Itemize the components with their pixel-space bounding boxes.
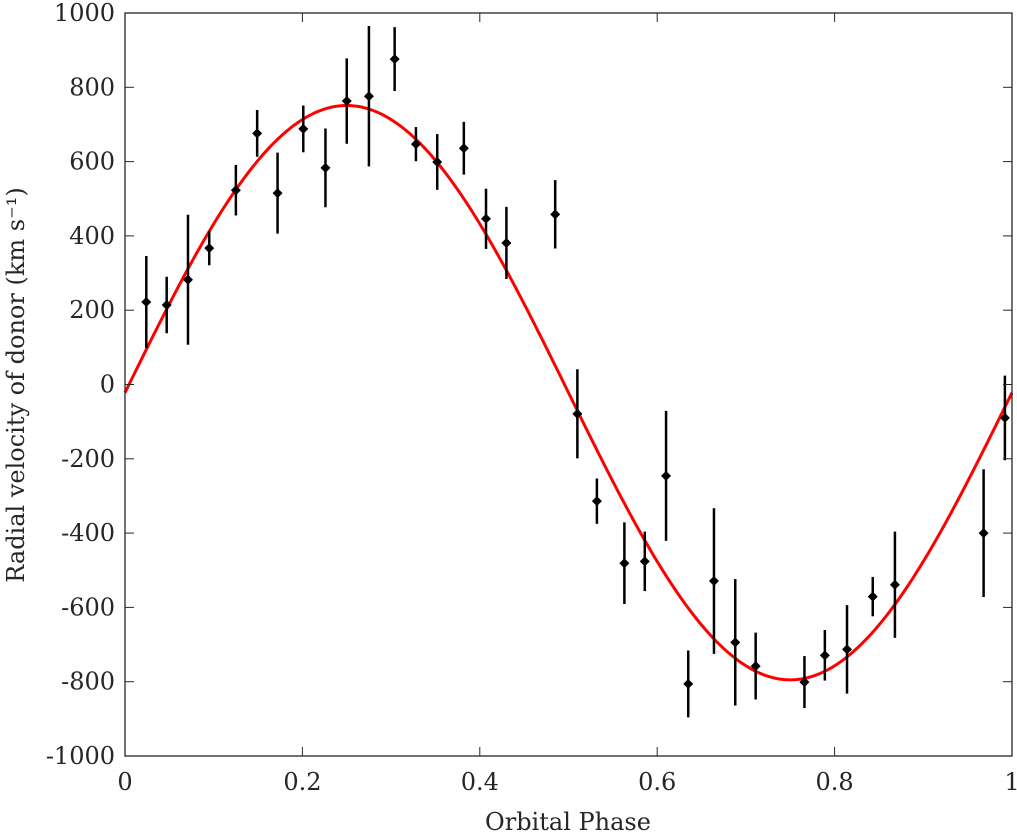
data-point	[819, 630, 830, 681]
plot-area	[125, 13, 1012, 756]
diamond-marker	[639, 556, 650, 567]
diamond-marker	[298, 123, 309, 134]
diamond-marker	[252, 128, 263, 139]
diamond-marker	[999, 412, 1010, 423]
data-point	[999, 375, 1010, 461]
data-point	[501, 206, 512, 279]
diamond-marker	[550, 209, 561, 220]
diamond-marker	[572, 408, 583, 419]
diamond-marker	[619, 558, 630, 569]
diamond-marker	[501, 237, 512, 248]
data-point	[842, 605, 853, 694]
diamond-marker	[683, 678, 694, 689]
diamond-marker	[867, 591, 878, 602]
y-tick-label: -800	[61, 668, 115, 696]
y-tick-label: -400	[61, 519, 115, 547]
diamond-marker	[204, 243, 215, 254]
x-tick-label: 0.4	[461, 768, 499, 796]
data-point	[730, 579, 741, 706]
y-tick-label: 400	[69, 222, 115, 250]
data-point	[639, 531, 650, 592]
data-point	[481, 188, 492, 249]
data-point	[320, 128, 331, 208]
data-point	[252, 109, 263, 157]
diamond-marker	[750, 661, 761, 672]
x-axis-title: Orbital Phase	[485, 808, 651, 833]
data-point	[272, 152, 283, 234]
diamond-marker	[708, 576, 719, 587]
diamond-marker	[661, 470, 672, 481]
diamond-marker	[730, 637, 741, 648]
diamond-marker	[389, 54, 400, 65]
tick-labels: 0 0.2 0.4 0.6 0.8 1 -1000 -800 -600 -400 -200 0 200 4…	[46, 0, 1017, 796]
data-point	[867, 576, 878, 617]
data-point	[978, 469, 989, 597]
data-point	[799, 656, 810, 709]
diamond-marker	[161, 299, 172, 310]
fit-line	[123, 103, 1014, 682]
data-point	[619, 522, 630, 605]
diamond-marker	[889, 579, 900, 590]
diamond-marker	[819, 650, 830, 661]
y-tick-label: 800	[69, 73, 115, 101]
data-point	[661, 410, 672, 541]
diamond-marker	[842, 644, 853, 655]
data-point	[750, 632, 761, 700]
diamond-marker	[182, 274, 193, 285]
data-point	[591, 478, 602, 524]
y-tick-label: -1000	[46, 742, 115, 770]
diamond-marker	[410, 139, 421, 150]
diamond-marker	[481, 213, 492, 224]
x-tick-label: 0	[117, 768, 132, 796]
diamond-marker	[320, 162, 331, 173]
plot-background	[125, 13, 1012, 756]
y-axis-title: Radial velocity of donor (km s⁻¹)	[2, 187, 30, 582]
data-point	[161, 276, 172, 334]
data-point	[572, 369, 583, 459]
data-point	[432, 134, 443, 190]
x-tick-label: 0.6	[638, 768, 676, 796]
data-point	[708, 508, 719, 654]
data-point	[230, 164, 241, 216]
diamond-marker	[799, 677, 810, 688]
data-point	[389, 27, 400, 92]
y-tick-label: -600	[61, 593, 115, 621]
data-point	[341, 58, 352, 144]
diamond-marker	[230, 185, 241, 196]
data-point	[458, 121, 469, 175]
diamond-marker	[272, 188, 283, 199]
data-point	[182, 214, 193, 345]
data-point	[550, 180, 561, 249]
axes	[124, 12, 1013, 757]
data-point	[363, 26, 374, 167]
data-point	[141, 255, 152, 349]
diamond-marker	[978, 528, 989, 539]
data-point	[410, 127, 421, 162]
diamond-marker	[341, 96, 352, 107]
fit-curve	[123, 103, 1014, 682]
x-tick-label: 0.2	[283, 768, 321, 796]
data-point	[889, 531, 900, 638]
y-tick-label: 600	[69, 148, 115, 176]
x-tick-label: 1	[1004, 768, 1017, 796]
diamond-marker	[363, 91, 374, 102]
data-points	[141, 26, 1010, 718]
y-tick-label: -200	[61, 445, 115, 473]
diamond-marker	[141, 297, 152, 308]
y-tick-label: 200	[69, 296, 115, 324]
data-point	[683, 650, 694, 718]
diamond-marker	[432, 156, 443, 167]
y-tick-label: 0	[100, 371, 115, 399]
diamond-marker	[591, 496, 602, 507]
data-point	[204, 231, 215, 266]
diamond-marker	[458, 143, 469, 154]
data-point	[298, 105, 309, 153]
y-tick-label: 1000	[54, 0, 115, 27]
x-tick-label: 0.8	[816, 768, 854, 796]
